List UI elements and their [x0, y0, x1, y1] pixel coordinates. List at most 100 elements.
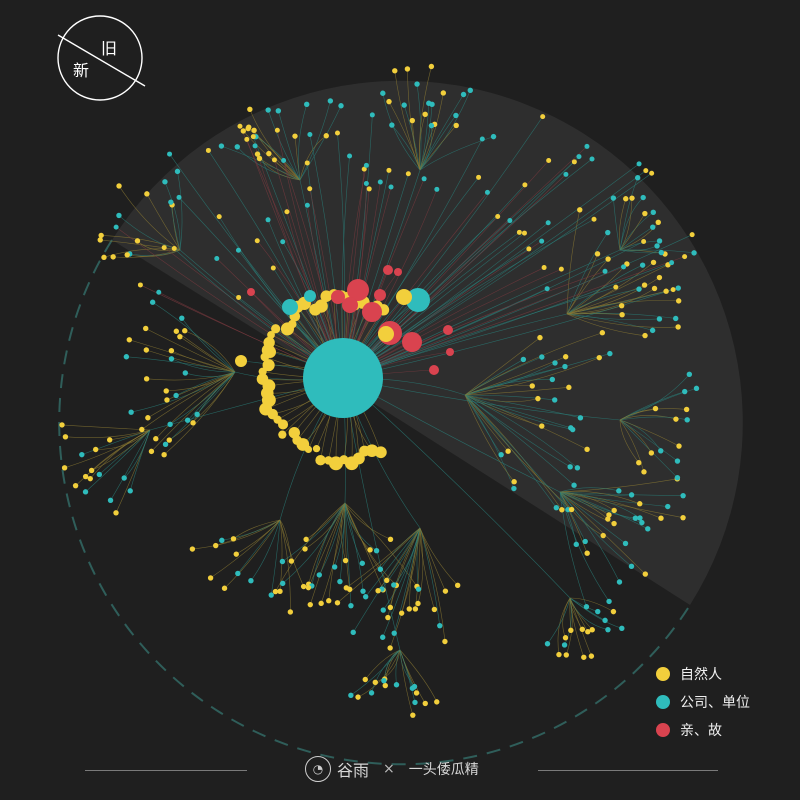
network-link	[196, 371, 236, 415]
network-node	[362, 676, 368, 683]
network-node	[589, 627, 595, 633]
network-link	[282, 502, 346, 584]
network-node	[568, 506, 575, 513]
network-link	[145, 328, 236, 373]
network-link	[255, 136, 301, 181]
network-link	[419, 527, 458, 586]
network-link	[247, 128, 301, 181]
network-node	[415, 586, 422, 592]
network-node	[566, 384, 572, 391]
network-node	[303, 338, 383, 418]
network-node	[366, 186, 372, 192]
network-link	[559, 487, 619, 493]
network-link	[566, 288, 640, 315]
network-node	[428, 122, 435, 129]
network-link	[464, 387, 569, 396]
network-node	[219, 537, 225, 544]
network-link	[275, 502, 346, 592]
network-node	[691, 250, 697, 256]
network-node	[304, 202, 310, 208]
network-node	[568, 425, 574, 431]
network-node	[605, 626, 611, 633]
network-node	[179, 315, 185, 321]
network-node	[230, 536, 237, 542]
network-node	[148, 448, 155, 455]
network-node	[689, 232, 695, 238]
network-link	[419, 66, 432, 171]
network-node	[636, 286, 642, 292]
network-node	[654, 243, 660, 249]
network-link	[566, 300, 679, 315]
network-node	[634, 175, 641, 181]
network-node	[380, 90, 386, 96]
network-node	[521, 230, 527, 236]
network-node	[173, 392, 179, 399]
network-link	[464, 394, 578, 469]
network-node	[541, 265, 547, 271]
network-node	[334, 600, 341, 606]
network-node	[302, 546, 308, 552]
network-node	[602, 617, 608, 624]
network-node	[98, 232, 104, 239]
corner-new-label: 新	[73, 61, 90, 80]
network-node	[650, 259, 657, 266]
network-node	[622, 540, 629, 547]
network-node	[643, 168, 649, 174]
network-node	[161, 451, 167, 458]
network-node	[606, 512, 612, 518]
network-node	[650, 209, 656, 216]
network-node	[123, 354, 130, 360]
network-node	[182, 370, 189, 376]
network-link	[569, 597, 606, 621]
network-link	[169, 371, 236, 441]
network-link	[110, 429, 151, 501]
network-node	[237, 123, 243, 129]
network-node	[304, 101, 310, 108]
network-link	[464, 394, 563, 510]
network-link	[308, 502, 346, 588]
network-node	[415, 600, 421, 607]
network-node	[271, 157, 277, 163]
network-node	[563, 171, 569, 177]
network-node	[121, 475, 127, 481]
network-node	[137, 282, 143, 288]
network-node	[343, 585, 350, 591]
footer-right-rule	[538, 770, 718, 771]
network-node	[637, 515, 643, 521]
network-node	[591, 216, 597, 222]
network-node	[363, 162, 369, 168]
network-node	[62, 434, 69, 440]
network-link	[619, 419, 640, 463]
network-link	[236, 519, 281, 555]
network-node	[300, 583, 307, 590]
network-node	[577, 207, 583, 213]
network-link	[146, 371, 236, 381]
network-link	[215, 519, 281, 546]
network-node	[639, 519, 645, 526]
network-link	[619, 408, 687, 421]
network-node	[605, 516, 611, 522]
network-link	[299, 135, 327, 181]
network-node	[235, 247, 241, 253]
network-link	[464, 394, 573, 430]
network-link	[419, 92, 444, 171]
network-link	[559, 491, 632, 567]
network-node	[116, 212, 122, 219]
network-node	[616, 488, 622, 494]
network-node	[624, 261, 630, 267]
network-node	[392, 68, 398, 74]
network-link	[464, 394, 515, 482]
network-link	[340, 502, 346, 561]
network-node	[265, 217, 271, 223]
network-link	[328, 502, 346, 601]
network-node	[683, 406, 690, 413]
network-node	[272, 588, 279, 595]
network-link	[464, 337, 541, 396]
network-link	[618, 198, 627, 251]
network-node	[553, 504, 560, 511]
network-link	[559, 491, 668, 507]
network-node	[263, 336, 275, 349]
network-link	[464, 394, 581, 419]
network-link	[270, 519, 281, 596]
footer-credits: ◔ 谷雨 × 一头倭瓜精	[305, 756, 479, 782]
